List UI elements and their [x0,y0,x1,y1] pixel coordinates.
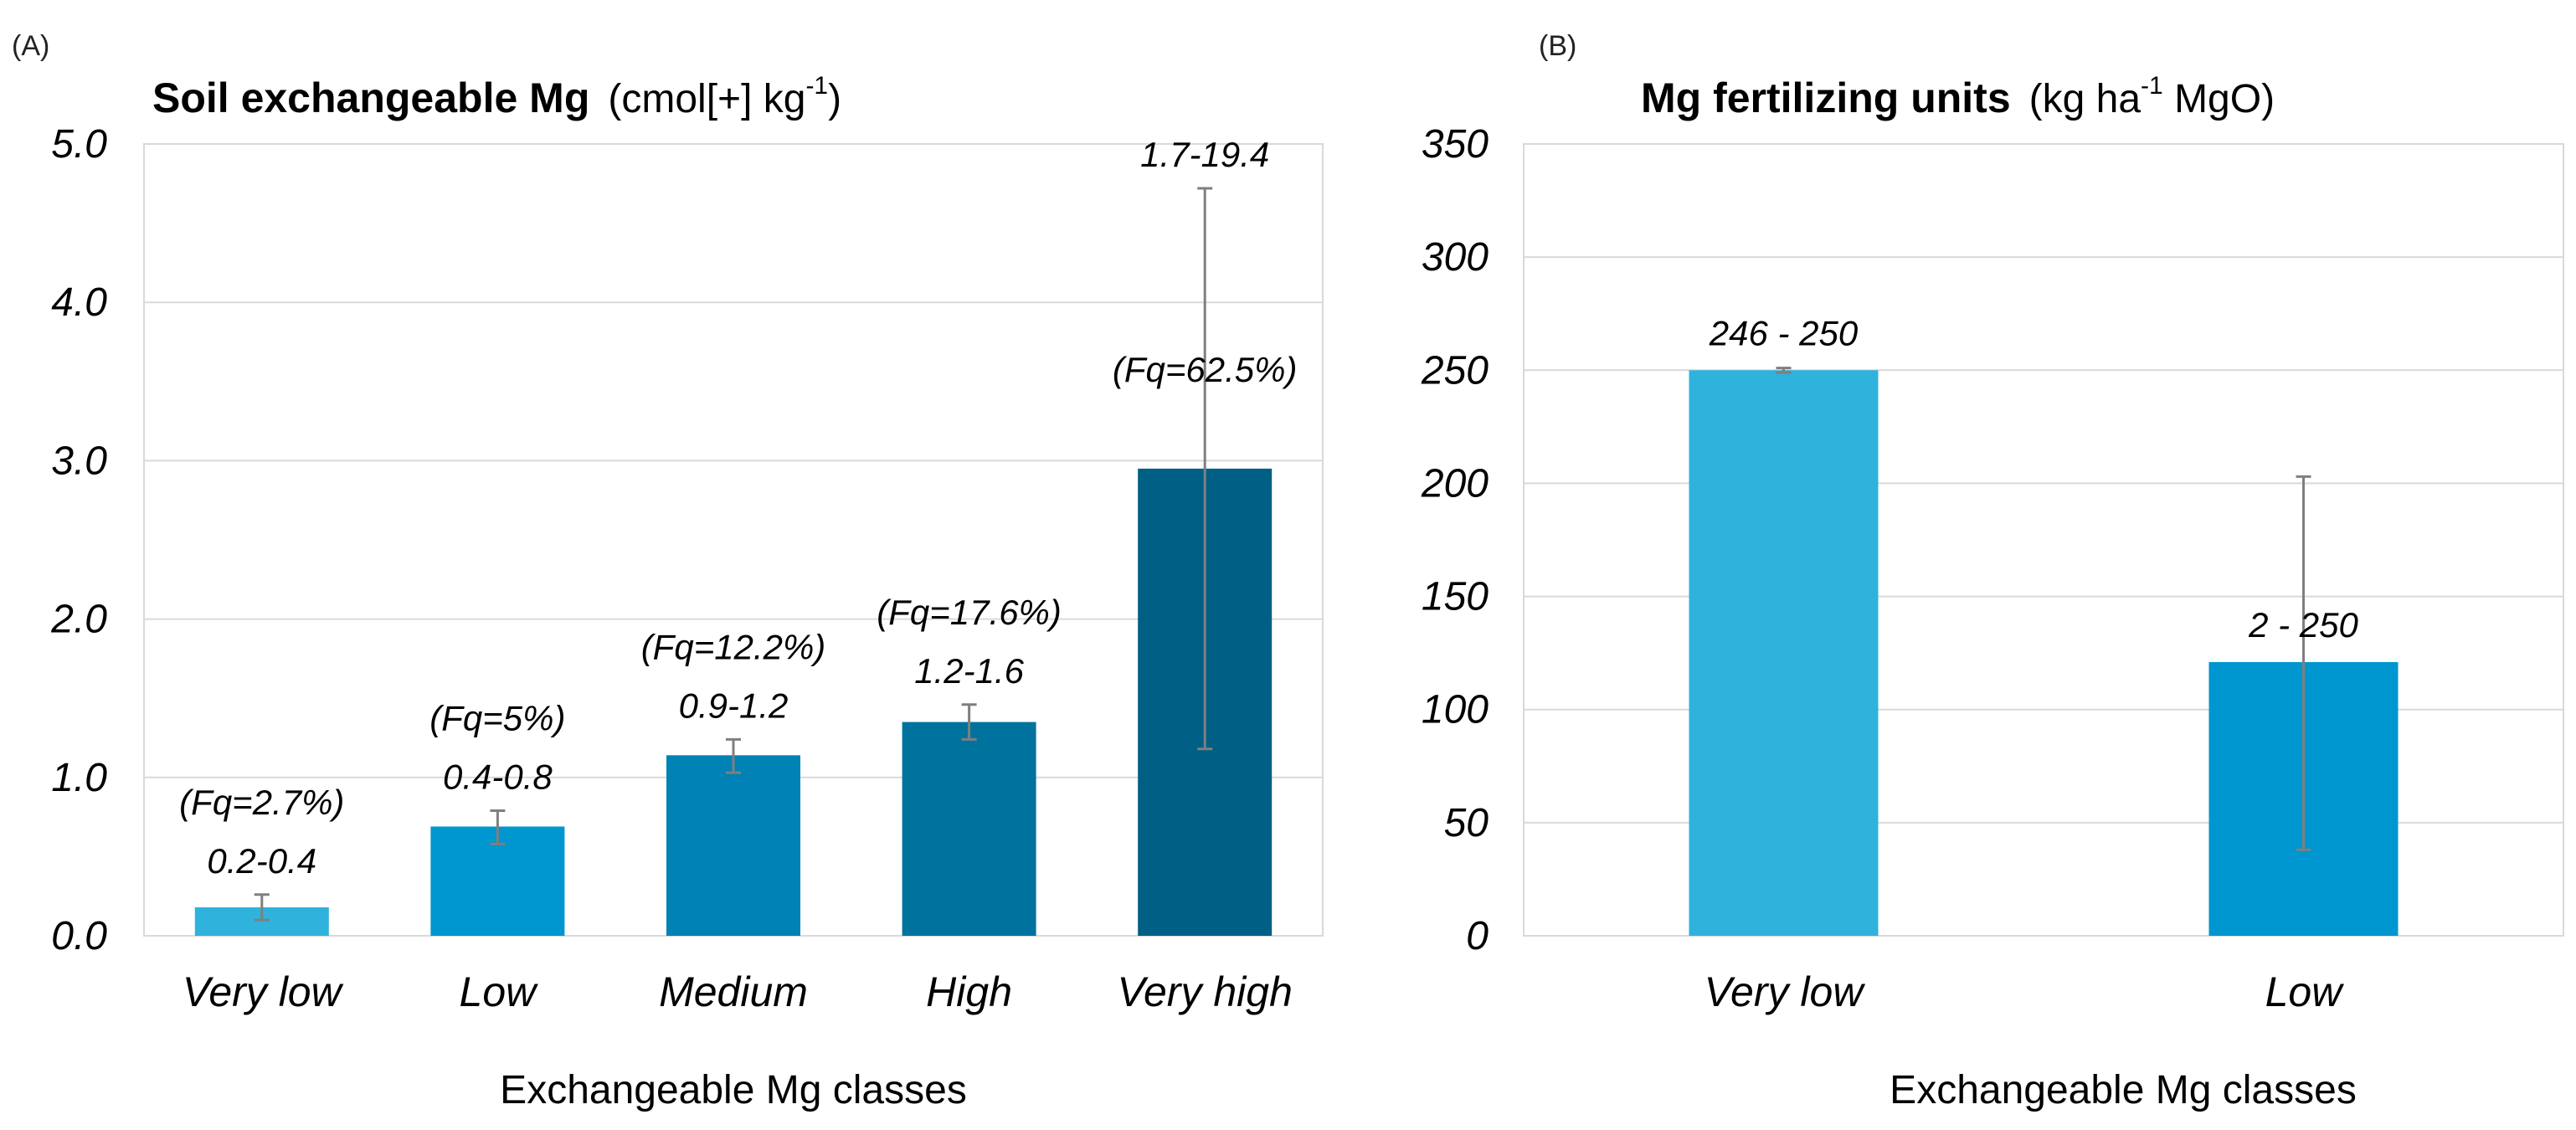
chart-title: Soil exchangeable Mg (cmol[+] kg-1) [152,72,841,121]
bar [666,755,800,936]
chart-title-unit: (kg ha [2029,77,2142,121]
data-label-frequency: (Fq=17.6%) [877,593,1062,632]
y-tick-label: 5.0 [51,122,107,167]
data-label-range: 2 - 250 [2248,605,2358,645]
x-category-label: Low [2265,968,2345,1015]
data-label-range: 0.9-1.2 [679,686,789,725]
data-label-range: 246 - 250 [1709,313,1859,352]
chart-panel-0: (A) Soil exchangeable Mg (cmol[+] kg-1) 0.0… [12,30,1324,1112]
data-label-range: 0.2-0.4 [207,841,316,881]
chart-title-unit-end: MgO) [2163,77,2275,121]
data-label-frequency: (Fq=5%) [429,699,565,738]
data-label-frequency: (Fq=62.5%) [1113,350,1298,389]
y-tick-label: 3.0 [51,439,107,483]
x-category-label: Very high [1118,968,1293,1015]
y-tick-label: 0 [1466,914,1489,958]
x-axis-label: Exchangeable Mg classes [1890,1068,2357,1112]
y-tick-label: 2.0 [50,598,107,642]
panel-label: (B) [1539,30,1576,62]
y-tick-label: 1.0 [51,756,107,800]
chart-title-main: Soil exchangeable Mg [152,74,589,121]
x-category-label: High [926,968,1012,1015]
y-tick-label: 200 [1421,461,1489,506]
x-category-label: Medium [659,968,808,1015]
bar [902,722,1036,936]
y-tick-label: 250 [1421,348,1489,393]
chart-title-unit-end: ) [828,77,841,121]
y-tick-label: 350 [1422,122,1489,167]
x-category-label: Low [460,968,539,1015]
data-label-frequency: (Fq=12.2%) [641,627,826,666]
chart-title-unit: (cmol[+] kg [608,77,805,121]
chart-panel-1: (B) Mg fertilizing units (kg ha-1 MgO) 0 50 1… [1421,30,2564,1112]
panel-label: (A) [12,30,49,62]
data-label-range: 0.4-0.8 [443,758,553,797]
chart-title-main: Mg fertilizing units [1641,74,2011,121]
chart-title: Mg fertilizing units (kg ha-1 MgO) [1641,72,2275,121]
chart-title-unit-sup: -1 [805,72,828,100]
y-tick-label: 0.0 [51,914,107,958]
x-axis-label: Exchangeable Mg classes [500,1068,967,1112]
y-tick-label: 150 [1422,575,1489,619]
data-label-range: 1.2-1.6 [914,651,1024,691]
data-label-frequency: (Fq=2.7%) [179,783,344,822]
x-category-label: Very low [1704,968,1866,1015]
chart-title-unit-sup: -1 [2141,72,2163,100]
y-tick-label: 4.0 [51,280,107,325]
bar [1689,370,1879,936]
plot-frame [1523,143,2564,937]
y-tick-label: 50 [1444,801,1489,845]
data-label-range: 1.7-19.4 [1140,135,1269,174]
x-category-label: Very low [183,968,344,1015]
y-tick-label: 300 [1422,235,1489,280]
y-tick-label: 100 [1422,688,1489,732]
